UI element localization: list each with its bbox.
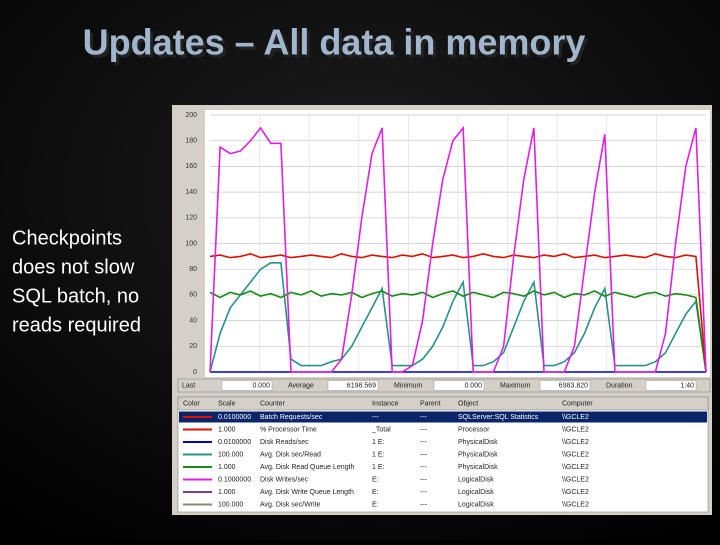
body-text: Checkpoints xyxy=(12,227,122,249)
table-cell: 0.0100000 xyxy=(218,414,251,421)
table-cell: Avg. Disk sec/Read xyxy=(260,451,321,458)
stat-label: Duration xyxy=(606,382,633,389)
table-cell: E: xyxy=(372,501,379,508)
table-header-cell: Object xyxy=(458,400,478,407)
table-cell: --- xyxy=(420,464,428,471)
y-tick-label: 160 xyxy=(185,163,197,170)
table-cell: Disk Reads/sec xyxy=(260,439,309,446)
table-cell: 0.1000000 xyxy=(218,476,251,483)
table-cell: % Processor Time xyxy=(260,426,317,433)
table-cell: PhysicalDisk xyxy=(458,451,498,458)
table-cell: E: xyxy=(372,489,379,496)
stat-label: Minimum xyxy=(394,382,423,389)
stat-box xyxy=(433,380,485,391)
table-header-cell: Computer xyxy=(562,400,593,407)
table-cell: \\GCLE2 xyxy=(562,501,589,508)
table-cell: --- xyxy=(420,426,428,433)
table-header-cell: Counter xyxy=(260,400,286,407)
table-header-cell: Instance xyxy=(372,400,399,407)
y-tick-label: 20 xyxy=(189,343,197,350)
table-cell: LogicalDisk xyxy=(458,476,494,483)
stat-value: 1:40 xyxy=(680,382,694,389)
table-cell: --- xyxy=(420,476,428,483)
table-cell: PhysicalDisk xyxy=(458,439,498,446)
table-cell: Avg. Disk Read Queue Length xyxy=(260,464,355,471)
stat-value: 0.000 xyxy=(464,382,482,389)
table-cell: 100.000 xyxy=(218,451,243,458)
table-cell: \\GCLE2 xyxy=(562,489,589,496)
stat-label: Maximum xyxy=(500,382,531,389)
data-line xyxy=(209,262,707,373)
table-cell: --- xyxy=(420,501,428,508)
table-cell: --- xyxy=(372,414,380,421)
table-header xyxy=(177,396,709,411)
y-tick-label: 180 xyxy=(185,138,197,145)
table-cell: LogicalDisk xyxy=(458,489,494,496)
stat-box xyxy=(327,380,379,391)
table-cell: \\GCLE2 xyxy=(562,426,589,433)
slide-title: Updates – All data in memory xyxy=(83,22,586,63)
data-line xyxy=(209,125,707,373)
stat-box xyxy=(539,380,591,391)
table-cell: 1.000 xyxy=(218,489,236,496)
table-cell: \\GCLE2 xyxy=(562,464,589,471)
table-cell: LogicalDisk xyxy=(458,501,494,508)
selected-row xyxy=(179,411,707,423)
body-text: SQL batch, no xyxy=(12,285,139,307)
table-cell: --- xyxy=(420,439,428,446)
table-cell: --- xyxy=(420,451,428,458)
table-cell: Batch Requests/sec xyxy=(260,414,323,421)
table-cell: 100.000 xyxy=(218,501,243,508)
table-cell: 1.000 xyxy=(218,426,236,433)
table-cell: 1.000 xyxy=(218,464,236,471)
stat-value: 6198.569 xyxy=(347,382,376,389)
y-tick-label: 80 xyxy=(189,266,197,273)
y-tick-label: 120 xyxy=(185,215,197,222)
body-text: does not slow xyxy=(12,256,135,278)
y-tick-label: 100 xyxy=(185,240,197,247)
data-line xyxy=(209,252,707,373)
y-tick-label: 200 xyxy=(185,112,197,119)
table-cell: _Total xyxy=(371,426,391,433)
stat-label: Average xyxy=(288,382,314,389)
table-header-cell: Parent xyxy=(420,400,441,407)
table-cell: \\GCLE2 xyxy=(562,476,589,483)
table-cell: \\GCLE2 xyxy=(562,414,589,421)
table-cell: \\GCLE2 xyxy=(562,439,589,446)
table-cell: 1 E: xyxy=(372,464,385,471)
table-cell: Processor xyxy=(458,426,490,433)
y-tick-label: 140 xyxy=(185,189,197,196)
table-cell: --- xyxy=(420,414,428,421)
stat-value: 6983.820 xyxy=(559,382,588,389)
title-shadow: Updates – All data in memory xyxy=(86,25,589,66)
data-line xyxy=(209,290,707,373)
table-cell: --- xyxy=(420,489,428,496)
body-text: reads required xyxy=(12,314,141,336)
table-cell: Avg. Disk sec/Write xyxy=(260,501,321,508)
table-cell: Disk Writes/sec xyxy=(260,476,309,483)
table-cell: PhysicalDisk xyxy=(458,464,498,471)
table-cell: 1 E: xyxy=(372,451,385,458)
y-tick-label: 60 xyxy=(189,292,197,299)
stat-value: 0.000 xyxy=(252,382,270,389)
stat-box xyxy=(221,380,273,391)
table-header-cell: Color xyxy=(183,400,200,407)
y-tick-label: 40 xyxy=(189,317,197,324)
table-header-cell: Scale xyxy=(218,400,236,407)
table-cell: SQLServer:SQL Statistics xyxy=(458,414,539,421)
stat-box xyxy=(645,380,697,391)
y-tick-label: 0 xyxy=(193,369,197,376)
table-cell: E: xyxy=(372,476,379,483)
table-cell: Avg. Disk Write Queue Length xyxy=(260,489,354,496)
stat-label: Last xyxy=(182,382,195,389)
table-cell: \\GCLE2 xyxy=(562,451,589,458)
table-cell: 1 E: xyxy=(372,439,385,446)
table-cell: 0.0100000 xyxy=(218,439,251,446)
